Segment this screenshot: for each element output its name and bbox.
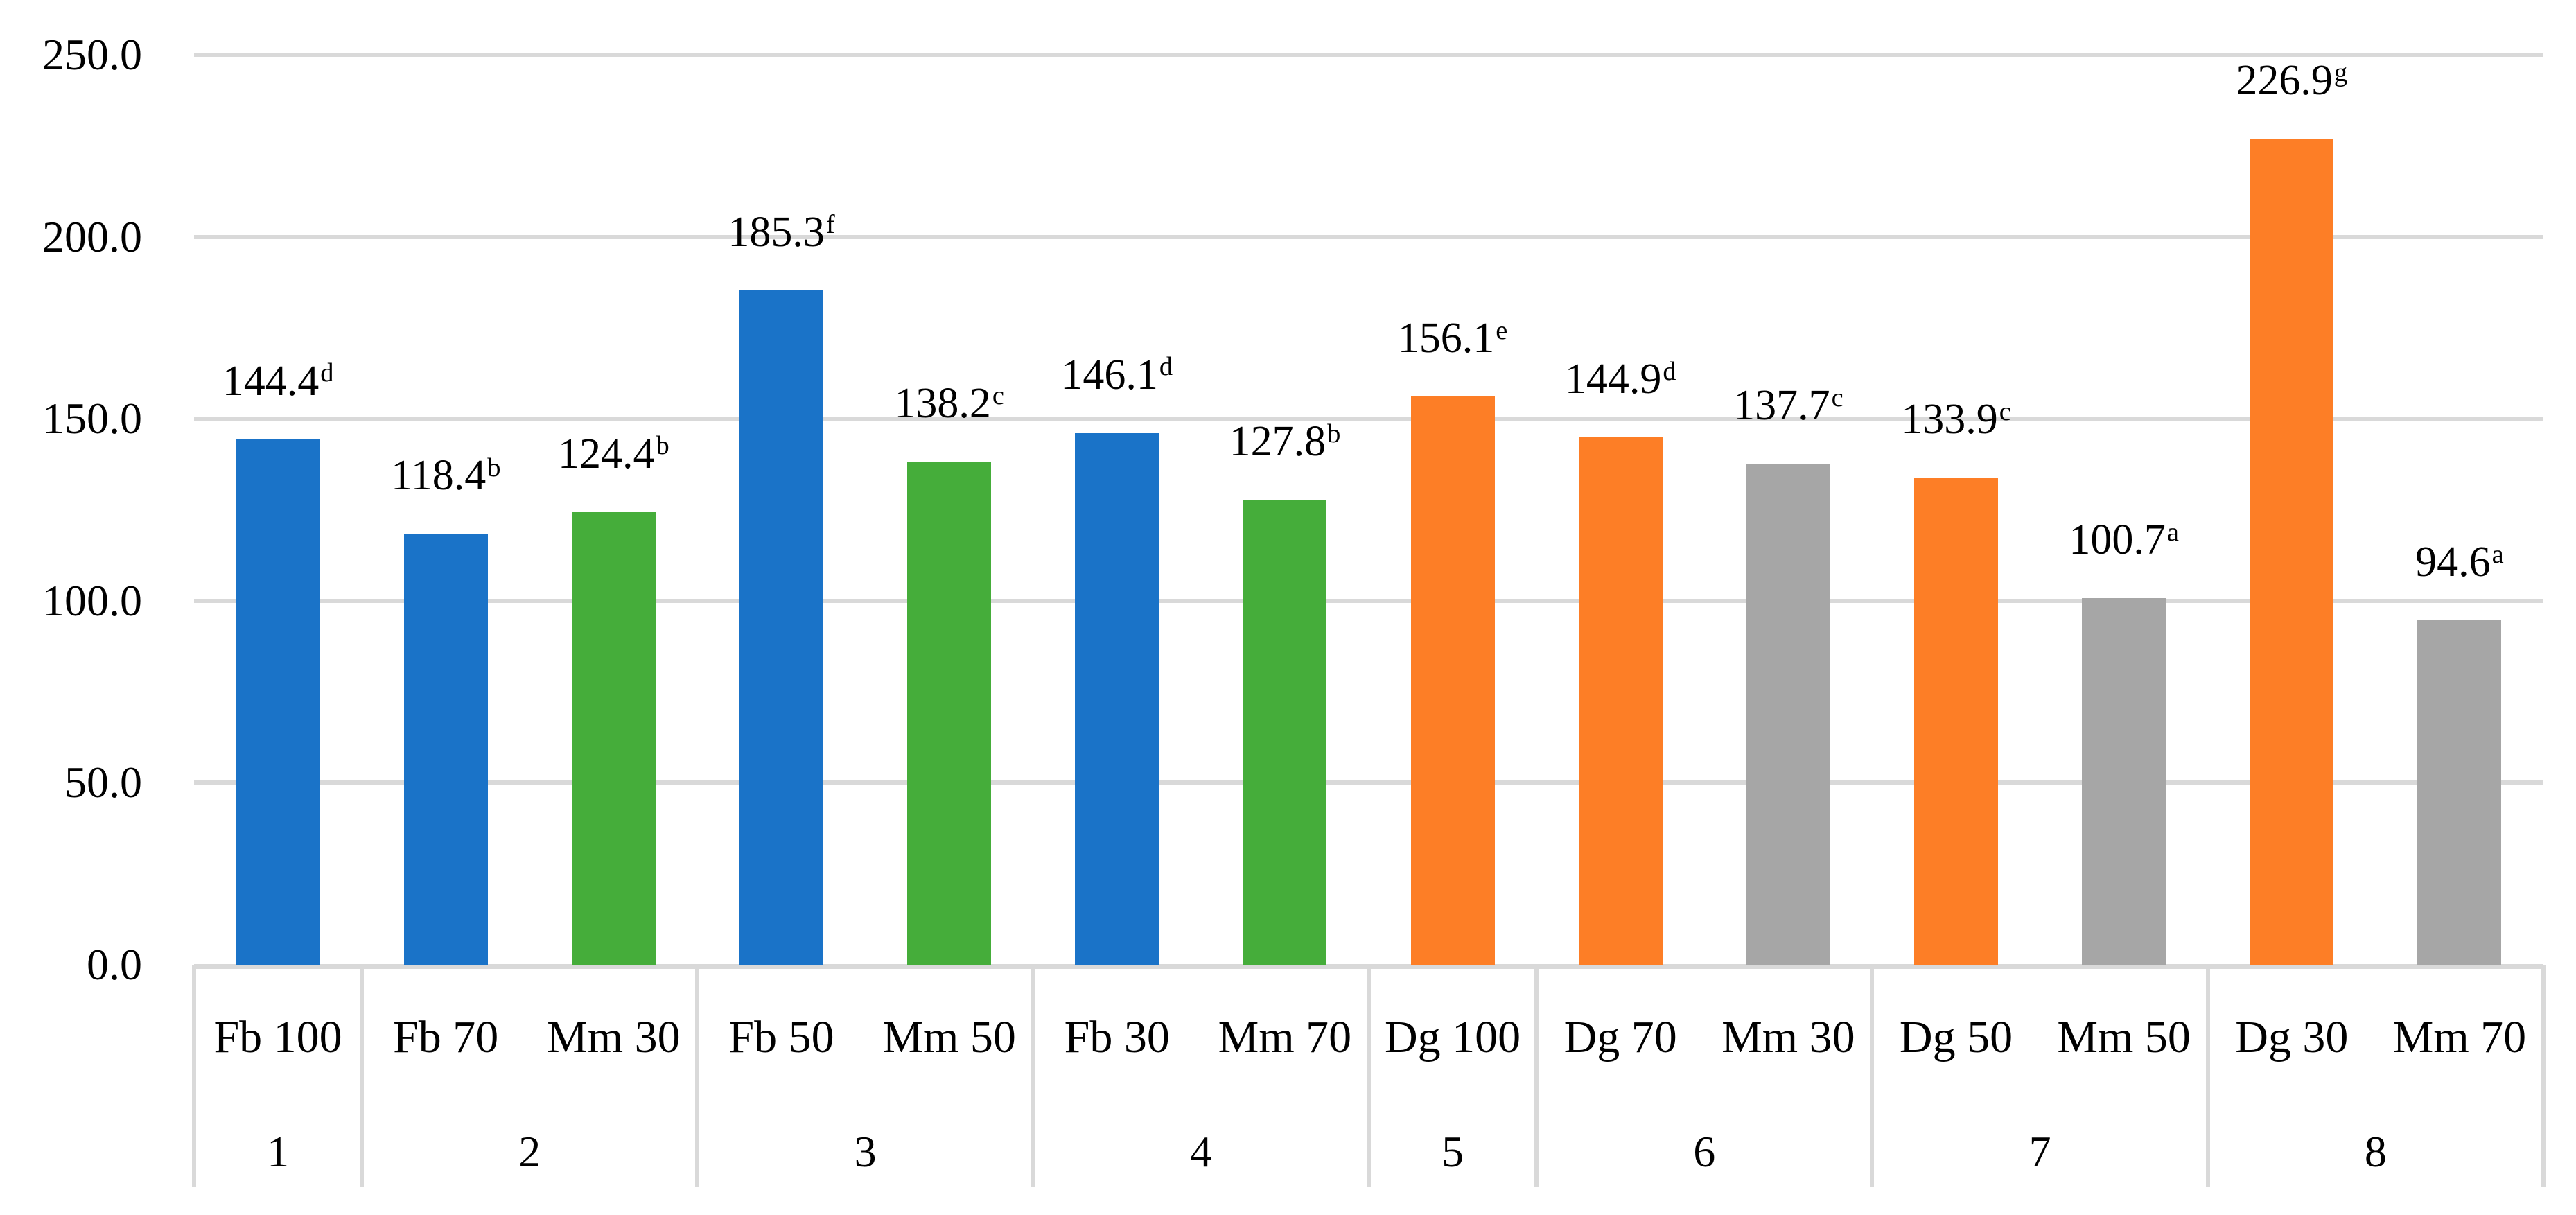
- bar: [2417, 620, 2502, 965]
- bar-value-label: 144.4d: [222, 360, 334, 403]
- bar-value-number: 226.9: [2236, 57, 2333, 105]
- group-number-label: 6: [1693, 1127, 1716, 1176]
- significance-letter: c: [1831, 383, 1843, 412]
- group-divider: [192, 965, 196, 1187]
- category-label: Mm 70: [2392, 1012, 2527, 1063]
- group-divider: [695, 965, 700, 1187]
- gridline: [194, 234, 2543, 239]
- significance-letter: b: [487, 453, 501, 482]
- bar-value-number: 138.2: [894, 380, 991, 428]
- bar-value-label: 144.9d: [1565, 358, 1676, 401]
- significance-letter: c: [1999, 396, 2011, 426]
- bar-value-label: 226.9g: [2236, 59, 2347, 102]
- bar: [1075, 432, 1159, 965]
- category-label: Fb 30: [1064, 1012, 1170, 1063]
- category-label: Dg 100: [1384, 1012, 1521, 1063]
- significance-letter: a: [2491, 539, 2504, 569]
- bar-value-number: 94.6: [2415, 539, 2491, 586]
- significance-letter: b: [1327, 419, 1341, 448]
- category-label: Dg 30: [2235, 1012, 2349, 1063]
- group-divider: [2205, 965, 2210, 1187]
- significance-letter: a: [2166, 517, 2179, 547]
- gridline: [194, 598, 2543, 603]
- category-label: Fb 70: [393, 1012, 499, 1063]
- group-divider: [1031, 965, 1035, 1187]
- bar-value-label: 156.1e: [1398, 317, 1508, 360]
- bar: [2250, 139, 2334, 965]
- group-divider: [1534, 965, 1539, 1187]
- bar: [571, 512, 656, 965]
- significance-letter: d: [1159, 352, 1173, 382]
- group-number-label: 3: [854, 1127, 877, 1176]
- y-axis-tick-label: 100.0: [42, 575, 142, 625]
- bar: [739, 290, 824, 965]
- bar-value-label: 118.4b: [391, 454, 500, 497]
- group-number-label: 4: [1189, 1127, 1212, 1176]
- significance-letter: c: [992, 381, 1004, 410]
- category-label: Fb 50: [728, 1012, 834, 1063]
- significance-letter: f: [825, 209, 835, 239]
- group-number-label: 1: [267, 1127, 290, 1176]
- group-number-label: 8: [2364, 1127, 2387, 1176]
- category-label: Dg 50: [1899, 1012, 2013, 1063]
- bar-value-number: 133.9: [1901, 395, 1998, 443]
- bar-value-number: 156.1: [1397, 315, 1495, 362]
- y-axis-tick-label: 150.0: [42, 394, 142, 444]
- y-axis-tick-label: 200.0: [42, 211, 142, 261]
- bar: [1243, 499, 1327, 965]
- y-axis-tick-label: 250.0: [42, 30, 142, 79]
- group-divider: [1367, 965, 1371, 1187]
- bar: [1913, 477, 1999, 965]
- bar-value-label: 124.4b: [558, 432, 669, 475]
- bar: [236, 439, 320, 965]
- bar-value-label: 100.7a: [2069, 518, 2179, 561]
- bar: [1746, 463, 1830, 965]
- bar-value-number: 137.7: [1733, 381, 1830, 429]
- bar-value-label: 137.7c: [1733, 384, 1843, 427]
- significance-letter: e: [1496, 315, 1508, 345]
- significance-letter: g: [2333, 58, 2348, 88]
- bar-value-number: 146.1: [1061, 351, 1158, 399]
- significance-letter: d: [320, 358, 334, 388]
- group-divider: [1870, 965, 1875, 1187]
- bar: [907, 462, 992, 965]
- bar: [1410, 396, 1495, 965]
- significance-letter: d: [1663, 356, 1676, 386]
- bar-value-number: 144.4: [222, 357, 319, 405]
- category-label: Mm 50: [882, 1012, 1016, 1063]
- bar-value-number: 100.7: [2069, 516, 2166, 564]
- category-label: Mm 50: [2057, 1012, 2191, 1063]
- category-label: Fb 100: [213, 1012, 342, 1063]
- y-axis-tick-label: 0.0: [87, 940, 142, 989]
- bar-value-number: 144.9: [1564, 355, 1662, 403]
- bar-value-number: 127.8: [1229, 417, 1326, 465]
- bar-value-label: 133.9c: [1901, 398, 2011, 441]
- bar-value-label: 94.6a: [2415, 541, 2504, 584]
- bar-value-number: 118.4: [390, 452, 487, 500]
- bar-value-label: 127.8b: [1229, 420, 1341, 463]
- bar-value-number: 185.3: [728, 208, 825, 256]
- gridline: [194, 780, 2543, 785]
- group-divider: [360, 965, 365, 1187]
- category-label: Mm 70: [1218, 1012, 1352, 1063]
- group-number-label: 2: [518, 1127, 541, 1176]
- bar-value-label: 138.2c: [894, 382, 1004, 425]
- gridline: [194, 53, 2543, 57]
- bar-value-number: 124.4: [557, 430, 655, 478]
- bar: [403, 534, 488, 965]
- category-label: Mm 30: [1721, 1012, 1855, 1063]
- category-label: Mm 30: [547, 1012, 681, 1063]
- group-number-label: 7: [2029, 1127, 2051, 1176]
- y-axis-tick-label: 50.0: [64, 758, 142, 807]
- bar-value-label: 185.3f: [728, 211, 834, 254]
- bar-value-label: 146.1d: [1061, 353, 1173, 396]
- group-divider: [2541, 965, 2546, 1187]
- significance-letter: b: [656, 431, 669, 461]
- gridline: [194, 417, 2543, 421]
- category-label: Dg 70: [1563, 1012, 1677, 1063]
- bar: [1578, 437, 1663, 965]
- bar: [2082, 598, 2166, 965]
- group-number-label: 5: [1442, 1127, 1464, 1176]
